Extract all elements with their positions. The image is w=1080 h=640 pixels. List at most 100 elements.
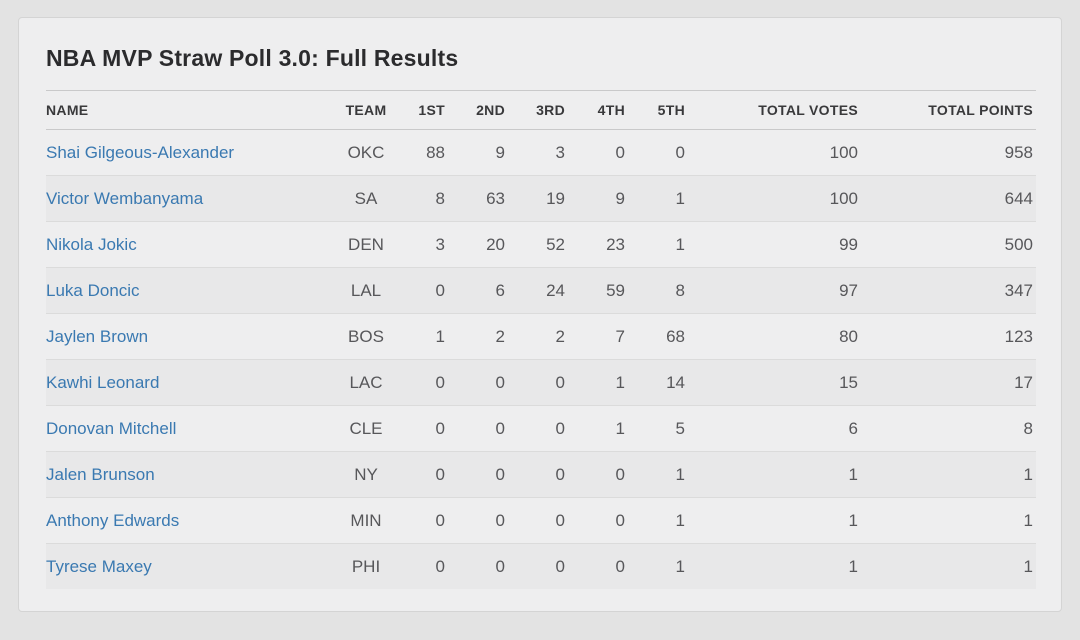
table-body: Shai Gilgeous-Alexander OKC 88 9 3 0 0 100 958 Vi…: [46, 130, 1036, 589]
cell-second: 20: [456, 221, 516, 268]
results-card: NBA MVP Straw Poll 3.0: Full Results NAM…: [18, 17, 1062, 612]
cell-team: LAL: [336, 267, 396, 314]
cell-fourth: 1: [576, 405, 636, 452]
cell-first: 8: [396, 175, 456, 222]
cell-second: 63: [456, 175, 516, 222]
table-row: Anthony Edwards MIN 0 0 0 0 1 1 1: [46, 497, 1036, 544]
table-row: Shai Gilgeous-Alexander OKC 88 9 3 0 0 100 958: [46, 130, 1036, 176]
table-header-row: NAME TEAM 1ST 2ND 3RD 4TH 5TH TOTAL VOTES TOTAL …: [46, 90, 1036, 130]
player-link[interactable]: Shai Gilgeous-Alexander: [46, 143, 235, 162]
cell-fourth: 0: [576, 497, 636, 544]
mvp-results-table: NAME TEAM 1ST 2ND 3RD 4TH 5TH TOTAL VOTES TOTAL …: [46, 90, 1036, 589]
cell-team: DEN: [336, 221, 396, 268]
cell-first: 0: [396, 543, 456, 589]
cell-third: 0: [516, 405, 576, 452]
cell-fifth: 68: [636, 313, 696, 360]
column-header-third: 3RD: [516, 90, 576, 130]
cell-fourth: 9: [576, 175, 636, 222]
cell-name: Victor Wembanyama: [46, 175, 336, 222]
cell-second: 0: [456, 405, 516, 452]
cell-total_votes: 100: [696, 175, 858, 222]
cell-first: 88: [426, 143, 445, 162]
cell-third: 2: [516, 313, 576, 360]
table-row: Kawhi Leonard LAC 0 0 0 1 14 15 17: [46, 359, 1036, 406]
table-row: Jalen Brunson NY 0 0 0 0 1 1 1: [46, 451, 1036, 498]
cell-fifth: 1: [636, 543, 696, 589]
cell-team: SA: [336, 175, 396, 222]
table-row: Jaylen Brown BOS 1 2 2 7 68 80 123: [46, 313, 1036, 360]
player-link[interactable]: Jaylen Brown: [46, 327, 149, 346]
cell-first: 0: [396, 405, 456, 452]
cell-total_points: 1: [858, 543, 1036, 589]
cell-total_votes: 100: [829, 143, 858, 162]
cell-second: 0: [456, 451, 516, 498]
player-link[interactable]: Donovan Mitchell: [46, 419, 177, 438]
player-link[interactable]: Anthony Edwards: [46, 511, 180, 530]
cell-fifth: 1: [636, 221, 696, 268]
cell-fourth: 59: [576, 267, 636, 314]
cell-team: OKC: [347, 143, 385, 162]
cell-third: 0: [516, 359, 576, 406]
cell-first: 0: [396, 451, 456, 498]
cell-team: PHI: [336, 543, 396, 589]
cell-fifth: 0: [675, 143, 685, 162]
table-row: Nikola Jokic DEN 3 20 52 23 1 99 500: [46, 221, 1036, 268]
cell-total_votes: 1: [696, 451, 858, 498]
cell-fifth: 1: [636, 175, 696, 222]
cell-total_votes: 97: [696, 267, 858, 314]
cell-total_points: 347: [858, 267, 1036, 314]
cell-total_votes: 15: [696, 359, 858, 406]
cell-first: 0: [396, 267, 456, 314]
cell-team: BOS: [336, 313, 396, 360]
cell-total_points: 8: [858, 405, 1036, 452]
column-header-fifth: 5TH: [636, 90, 696, 130]
cell-name: Jalen Brunson: [46, 451, 336, 498]
column-header-second: 2ND: [456, 90, 516, 130]
cell-first: 0: [396, 359, 456, 406]
column-header-total_votes: TOTAL VOTES: [696, 90, 858, 130]
cell-fifth: 1: [636, 451, 696, 498]
cell-second: 0: [456, 543, 516, 589]
cell-name: Luka Doncic: [46, 267, 336, 314]
table-row: Luka Doncic LAL 0 6 24 59 8 97 347: [46, 267, 1036, 314]
cell-total_votes: 80: [696, 313, 858, 360]
cell-first: 0: [396, 497, 456, 544]
cell-second: 6: [456, 267, 516, 314]
cell-fifth: 5: [636, 405, 696, 452]
table-row: Donovan Mitchell CLE 0 0 0 1 5 6 8: [46, 405, 1036, 452]
cell-fourth: 0: [576, 451, 636, 498]
cell-fourth: 0: [615, 143, 625, 162]
page-title: NBA MVP Straw Poll 3.0: Full Results: [46, 45, 459, 71]
cell-total_votes: 1: [696, 497, 858, 544]
player-link[interactable]: Victor Wembanyama: [46, 189, 204, 208]
cell-third: 52: [516, 221, 576, 268]
cell-third: 0: [516, 543, 576, 589]
cell-fourth: 7: [576, 313, 636, 360]
cell-fifth: 1: [636, 497, 696, 544]
player-link[interactable]: Jalen Brunson: [46, 465, 155, 484]
player-link[interactable]: Tyrese Maxey: [46, 557, 152, 576]
cell-total_points: 644: [858, 175, 1036, 222]
player-link[interactable]: Nikola Jokic: [46, 235, 137, 254]
player-link[interactable]: Luka Doncic: [46, 281, 140, 300]
cell-total_votes: 6: [696, 405, 858, 452]
cell-second: 0: [456, 497, 516, 544]
cell-third: 19: [516, 175, 576, 222]
cell-fifth: 8: [636, 267, 696, 314]
cell-name: Jaylen Brown: [46, 313, 336, 360]
cell-team: NY: [336, 451, 396, 498]
column-header-team: TEAM: [336, 90, 396, 130]
column-header-first: 1ST: [396, 90, 456, 130]
cell-name: Donovan Mitchell: [46, 405, 336, 452]
table-row: Victor Wembanyama SA 8 63 19 9 1 100 644: [46, 175, 1036, 222]
column-header-total_points: TOTAL POINTS: [858, 90, 1036, 130]
column-header-fourth: 4TH: [576, 90, 636, 130]
table-row: Tyrese Maxey PHI 0 0 0 0 1 1 1: [46, 543, 1036, 589]
cell-team: LAC: [336, 359, 396, 406]
cell-third: 0: [516, 451, 576, 498]
cell-second: 9: [495, 143, 505, 162]
cell-fourth: 23: [576, 221, 636, 268]
cell-fourth: 0: [576, 543, 636, 589]
player-link[interactable]: Kawhi Leonard: [46, 373, 160, 392]
cell-fifth: 14: [636, 359, 696, 406]
